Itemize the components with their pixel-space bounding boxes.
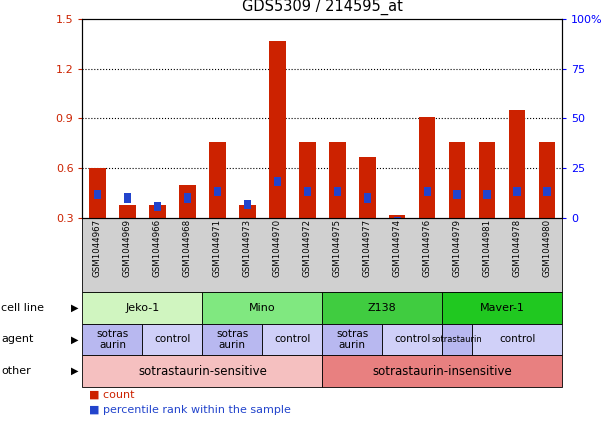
Bar: [93, 190, 101, 199]
Bar: [299, 142, 315, 218]
Bar: [89, 168, 106, 218]
Bar: [209, 142, 225, 218]
Text: GDS5309 / 214595_at: GDS5309 / 214595_at: [242, 0, 403, 15]
Bar: [539, 142, 555, 218]
Bar: [269, 41, 285, 218]
Text: Maver-1: Maver-1: [480, 303, 525, 313]
Text: cell line: cell line: [1, 303, 44, 313]
Bar: [359, 157, 376, 218]
Bar: [423, 187, 431, 196]
Bar: [239, 205, 255, 218]
Bar: [449, 142, 466, 218]
Bar: [389, 214, 406, 218]
Bar: [179, 185, 196, 218]
Bar: [334, 187, 341, 196]
Bar: [214, 187, 221, 196]
Bar: [543, 187, 551, 196]
Text: ■ count: ■ count: [89, 389, 134, 399]
Text: sotrastaurin-insensitive: sotrastaurin-insensitive: [372, 365, 512, 378]
Text: ▶: ▶: [71, 335, 79, 344]
Text: other: other: [1, 366, 31, 376]
Bar: [154, 202, 161, 211]
Text: sotras
aurin: sotras aurin: [336, 329, 368, 350]
Bar: [364, 193, 371, 203]
Bar: [274, 177, 281, 186]
Bar: [419, 117, 436, 218]
Bar: [453, 190, 461, 199]
Text: ▶: ▶: [71, 366, 79, 376]
Bar: [509, 110, 525, 218]
Bar: [119, 205, 136, 218]
Bar: [483, 190, 491, 199]
Bar: [149, 205, 166, 218]
Text: Z138: Z138: [368, 303, 397, 313]
Text: control: control: [274, 335, 310, 344]
Bar: [304, 187, 311, 196]
Text: ■ percentile rank within the sample: ■ percentile rank within the sample: [89, 405, 290, 415]
Text: sotrastaurin-sensitive: sotrastaurin-sensitive: [138, 365, 267, 378]
Bar: [479, 142, 496, 218]
Bar: [244, 200, 251, 209]
Text: Mino: Mino: [249, 303, 276, 313]
Text: ▶: ▶: [71, 303, 79, 313]
Bar: [393, 217, 401, 226]
Text: control: control: [154, 335, 191, 344]
Bar: [513, 187, 521, 196]
Text: control: control: [499, 335, 535, 344]
Text: Jeko-1: Jeko-1: [125, 303, 159, 313]
Bar: [124, 193, 131, 203]
Text: sotrastaurin: sotrastaurin: [432, 335, 483, 344]
Bar: [184, 193, 191, 203]
Text: sotras
aurin: sotras aurin: [97, 329, 128, 350]
Text: agent: agent: [1, 335, 34, 344]
Text: sotras
aurin: sotras aurin: [216, 329, 249, 350]
Bar: [329, 142, 346, 218]
Text: control: control: [394, 335, 430, 344]
